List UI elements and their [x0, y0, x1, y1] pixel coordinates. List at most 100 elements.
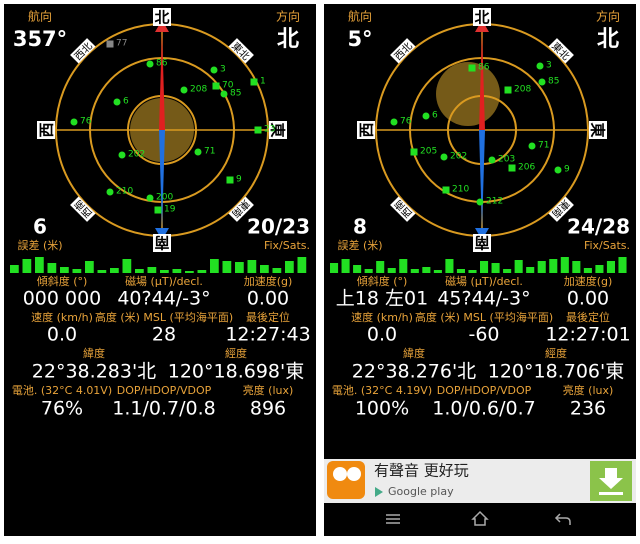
ad-icon — [327, 461, 365, 499]
signal-bar — [560, 257, 569, 273]
satellite-id: 71 — [538, 141, 549, 151]
signal-bar — [147, 267, 157, 273]
north-needle — [159, 30, 165, 130]
south-needle — [159, 130, 165, 230]
satellite — [476, 198, 484, 206]
field-label: 最後定位 — [566, 310, 610, 324]
satellite-id: 76 — [400, 117, 412, 127]
satellite — [226, 176, 234, 184]
signal-bar — [572, 261, 581, 273]
satellite-id: 70 — [222, 81, 234, 91]
signal-bar — [110, 268, 119, 273]
cardinal-label: 西 — [38, 122, 56, 137]
satellite-id: 6 — [123, 97, 129, 107]
satellite — [146, 194, 154, 202]
field-label: 加速度(g) — [244, 274, 293, 288]
signal-bar — [503, 269, 512, 273]
field-value: 1.0/0.6/0.7 — [432, 398, 535, 420]
satellite-id: 23 — [264, 125, 275, 135]
direction-label: 方向 — [276, 9, 300, 24]
nav-home[interactable] — [471, 510, 489, 526]
signal-bar — [222, 261, 232, 273]
field-label: 經度 — [545, 346, 567, 360]
cardinal-label: 東 — [269, 122, 287, 137]
ad-banner[interactable] — [324, 459, 636, 503]
field-label: 電池. (32°C 4.01V) — [12, 384, 112, 397]
signal-bar — [422, 267, 431, 273]
satellite-id: 71 — [204, 147, 215, 157]
cardinal-label: 南 — [474, 234, 489, 252]
satellite — [118, 151, 126, 159]
field-value: 12:27:43 — [225, 324, 310, 346]
signal-bar — [60, 267, 69, 273]
field-label: 高度 (米) MSL (平均海平面) — [415, 310, 553, 324]
satellite — [154, 206, 162, 214]
field-label: 亮度 (lux) — [563, 383, 614, 397]
signal-bar — [172, 269, 182, 273]
ad-store: Google play — [388, 485, 454, 498]
field-label: 高度 (米) MSL (平均海平面) — [95, 310, 233, 324]
field-value: 100% — [355, 398, 409, 420]
signal-bar — [399, 259, 408, 273]
satellite — [106, 40, 114, 48]
signal-bar — [456, 269, 465, 273]
satellite — [468, 64, 476, 72]
signal-bar — [537, 261, 546, 273]
field-value: 896 — [250, 398, 286, 420]
ad-icon-detail — [347, 467, 361, 481]
satellite — [538, 78, 546, 86]
field-value: 0.00 — [567, 288, 609, 310]
signal-bar — [22, 259, 32, 273]
field-value: 0.00 — [247, 288, 289, 310]
direction-value: 北 — [597, 27, 619, 52]
cardinal-label: 南 — [154, 234, 169, 252]
field-value: 40?44/-3° — [117, 288, 210, 310]
fix-sats-label: Fix/Sats. — [584, 239, 630, 252]
cardinal-box — [473, 234, 491, 252]
satellite — [410, 148, 418, 156]
satellite — [250, 78, 258, 86]
satellite — [70, 118, 78, 126]
accuracy-circle — [436, 62, 500, 126]
cardinal-box — [390, 38, 416, 64]
satellite — [442, 186, 450, 194]
field-label: 磁場 (μT)/decl. — [445, 275, 523, 288]
cardinal-box — [37, 121, 55, 139]
field-value: 000 000 — [23, 288, 102, 310]
cardinal-box — [153, 234, 171, 252]
heading-label: 航向 — [28, 9, 52, 24]
signal-bar — [35, 257, 44, 273]
signal-bar — [514, 260, 523, 273]
satellite — [113, 98, 121, 106]
accuracy-value: 6 — [33, 215, 47, 239]
cardinal-south: 南 — [473, 234, 491, 252]
satellite-id: 206 — [518, 163, 535, 173]
signal-bar — [526, 267, 535, 273]
field-value: 120°18.706'東 — [488, 361, 624, 383]
signal-bar — [297, 257, 307, 273]
signal-bar — [10, 265, 19, 273]
field-label: 經度 — [225, 346, 247, 360]
cardinal-box — [228, 38, 254, 64]
signal-bar — [410, 269, 419, 273]
satellite — [488, 156, 496, 164]
field-label: 加速度(g) — [564, 274, 613, 288]
accuracy-label: 誤差 (米) — [337, 238, 382, 252]
satellite-id: 202 — [128, 150, 145, 160]
field-value: 0.0 — [47, 324, 77, 346]
field-label: 傾斜度 (°) — [357, 274, 408, 288]
cardinal-label: 東 — [589, 122, 607, 137]
satellite-id: 210 — [116, 187, 133, 197]
satellite-id: 3 — [546, 61, 552, 71]
satellite-id: 203 — [498, 155, 515, 165]
field-value: 上18 左01 — [336, 288, 428, 310]
north-needle — [479, 30, 485, 130]
satellite — [180, 86, 188, 94]
cardinal-label: 北 — [154, 9, 169, 27]
heading-value: 357° — [13, 27, 67, 51]
field-label: 緯度 — [83, 346, 105, 360]
cardinal-north: 北 — [153, 8, 171, 27]
cardinal-box — [153, 8, 171, 26]
signal-bar — [468, 270, 477, 273]
